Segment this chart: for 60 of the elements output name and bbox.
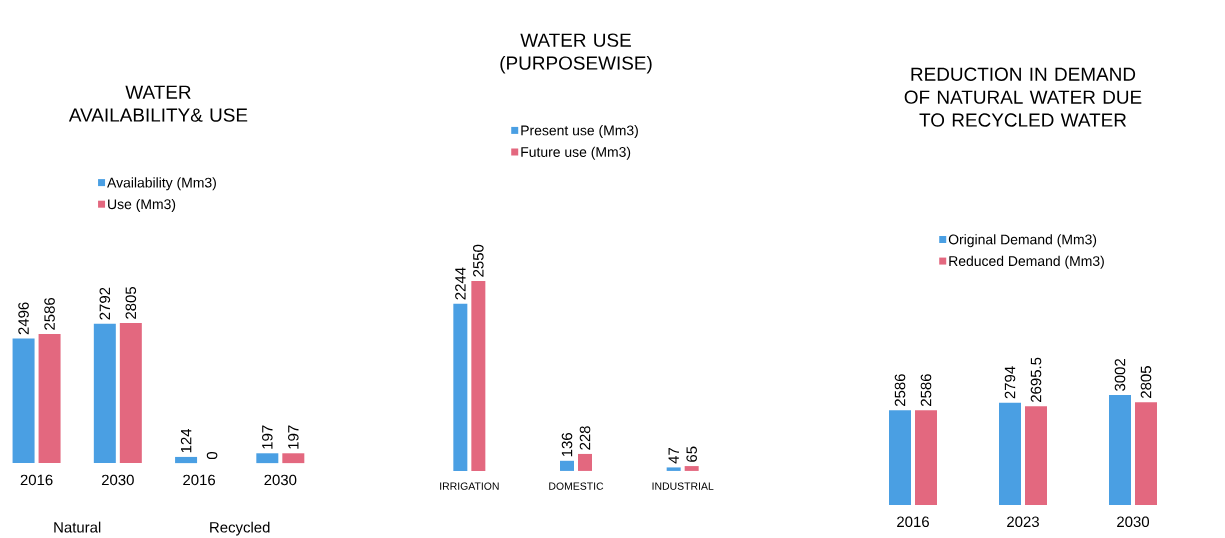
bar: [282, 453, 305, 464]
data-label: 2695.5: [1030, 357, 1042, 402]
data-label: 2805: [1140, 366, 1152, 398]
x-tick-label: 2030: [101, 474, 134, 486]
text: Natural: [54, 521, 101, 533]
bar: [119, 323, 142, 464]
bar: [471, 280, 486, 471]
data-label: 228: [579, 426, 591, 450]
bar: [684, 466, 699, 471]
data-label: 197: [288, 425, 299, 449]
data-label: 124: [180, 428, 192, 453]
data-label: 2244: [455, 267, 466, 300]
x-tick-label: 2030: [1117, 516, 1150, 528]
bar: [1025, 406, 1047, 506]
bar: [578, 453, 593, 471]
chart-title: WATER AVAILABILITY& USE: [68, 85, 248, 122]
x-tick-label: 2030: [264, 474, 297, 486]
legend-label: Future use (Mm3): [521, 146, 631, 160]
legend-label: Reduced Demand (Mm3): [949, 255, 1104, 269]
data-label: 2550: [473, 244, 484, 277]
bar: [999, 402, 1021, 506]
data-label: 2586: [920, 374, 932, 406]
data-label: 0: [206, 451, 218, 460]
bar: [256, 453, 279, 464]
bar: [1109, 395, 1131, 506]
data-label: 3002: [1114, 359, 1126, 391]
x-tick-label: 2016: [897, 516, 929, 528]
chart-title: WATER USE (PURPOSEWISE): [500, 33, 652, 74]
legend-label: Original Demand (Mm3): [948, 234, 1097, 248]
bar: [93, 323, 116, 464]
data-label: 47: [668, 448, 679, 464]
x-tick-label: 2016: [20, 474, 53, 486]
chart-title: REDUCTION IN DEMAND OF NATURAL WATER DUE TO RECYCLED WATER: [904, 67, 1142, 127]
x-tick-label: 2023: [1007, 516, 1039, 528]
data-label: 2794: [1004, 366, 1016, 399]
legend-label: Use (Mm3): [108, 198, 176, 212]
data-label: 2586: [894, 374, 906, 406]
bar: [560, 460, 575, 471]
bar: [915, 410, 937, 506]
x-tick-label: INDUSTRIAL: [652, 482, 714, 490]
bar: [175, 456, 198, 464]
data-label: 2496: [18, 302, 29, 335]
data-label: 197: [262, 425, 273, 449]
text: Recycled: [210, 521, 270, 536]
bar: [453, 303, 468, 471]
bar: [12, 338, 35, 464]
bar: [666, 467, 681, 471]
data-label: 2586: [44, 297, 55, 330]
legend-label: Present use (Mm3): [521, 125, 638, 139]
data-label: 2805: [125, 286, 137, 319]
data-label: 2792: [99, 287, 111, 320]
bar: [38, 334, 61, 464]
legend-label: Availability (Mm3): [107, 177, 216, 191]
data-label: 136: [561, 433, 573, 457]
bar: [1135, 402, 1157, 506]
x-tick-label: 2016: [183, 474, 216, 486]
data-label: 65: [686, 446, 697, 462]
bar: [889, 410, 911, 506]
x-tick-label: IRRIGATION: [440, 482, 499, 490]
x-tick-label: DOMESTIC: [549, 482, 604, 490]
